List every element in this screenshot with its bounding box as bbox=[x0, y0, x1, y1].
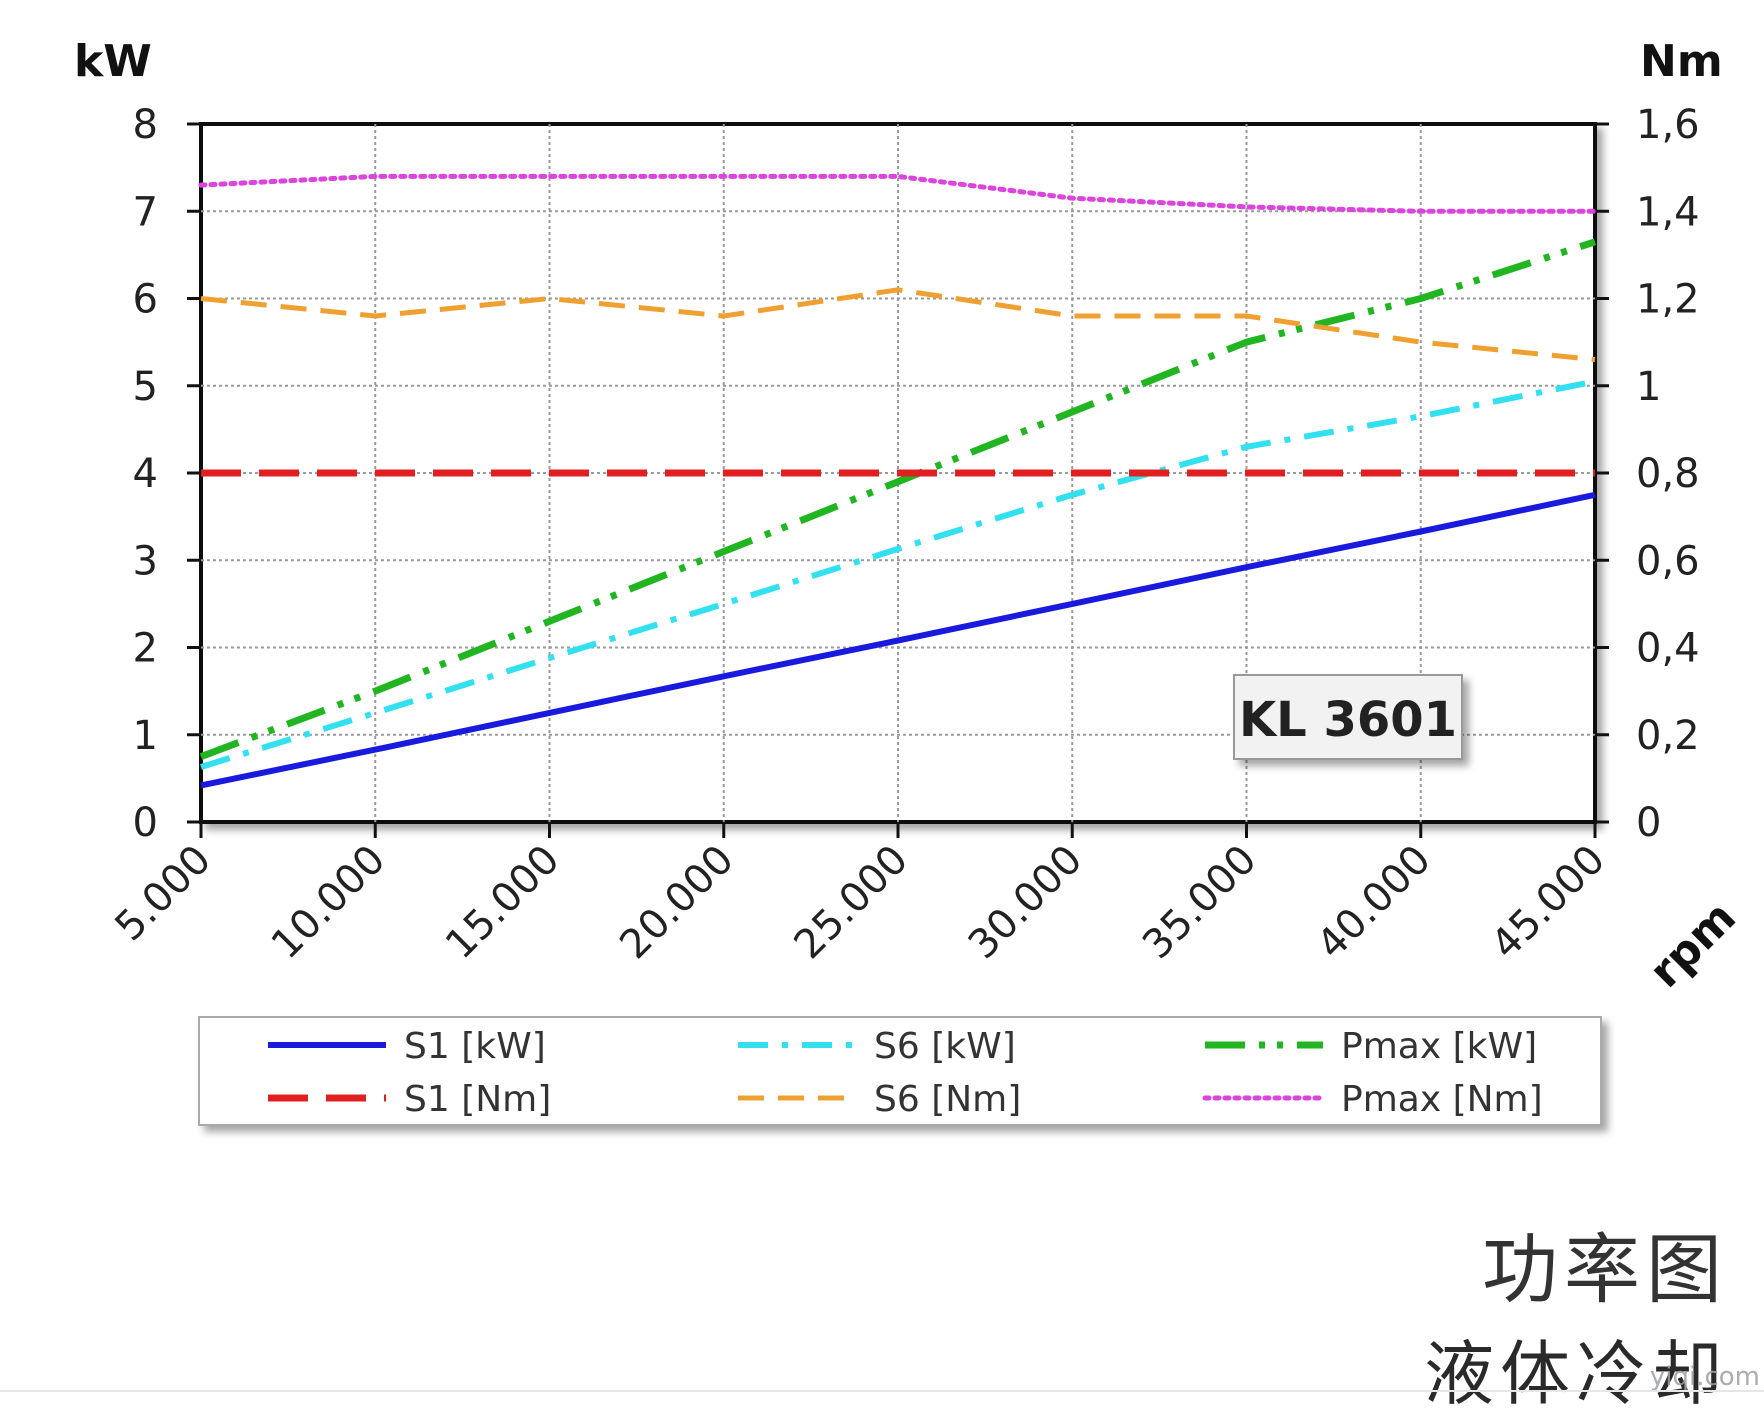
x-tick-label: 45.000 bbox=[1483, 837, 1614, 968]
y-left-tick-label: 4 bbox=[133, 451, 158, 497]
x-tick-label: 10.000 bbox=[263, 837, 394, 968]
y-right-tick-label: 0,6 bbox=[1636, 538, 1700, 584]
x-tick-label: 15.000 bbox=[437, 837, 568, 968]
x-tick-label: 20.000 bbox=[611, 837, 742, 968]
x-tick-label: 30.000 bbox=[960, 837, 1091, 968]
divider bbox=[0, 1390, 1764, 1392]
x-tick-label: 25.000 bbox=[786, 837, 917, 968]
series-line-pmax-nm bbox=[198, 173, 1598, 214]
series-line-s1-kw bbox=[200, 491, 1596, 789]
legend-label: S6 [kW] bbox=[874, 1026, 1016, 1067]
y-left-tick-label: 0 bbox=[133, 800, 158, 846]
tick-marks bbox=[187, 122, 1609, 838]
x-tick-label: 40.000 bbox=[1308, 837, 1439, 968]
y-left-tick-label: 1 bbox=[133, 713, 158, 759]
y-right-tick-label: 1,4 bbox=[1636, 189, 1700, 235]
model-label-box: KL 3601 bbox=[1233, 674, 1463, 760]
left-axis-tick-labels: 0 1 2 3 4 5 6 7 8 bbox=[133, 102, 158, 846]
y-right-tick-label: 0,8 bbox=[1636, 451, 1700, 497]
x-axis-tick-labels: 5.000 10.000 15.000 20.000 25.000 30.000 35.00… bbox=[107, 837, 1615, 968]
legend: S1 [kW] S6 [kW] Pmax [kW] S1 [Nm] S6 [Nm] Pma… bbox=[198, 1016, 1602, 1126]
series-line-s6-kw bbox=[200, 378, 1596, 770]
right-axis-unit: Nm bbox=[1640, 36, 1723, 87]
x-axis-unit: rpm bbox=[1640, 892, 1746, 998]
watermark: yiqi.com bbox=[1649, 1362, 1760, 1392]
y-left-tick-label: 8 bbox=[133, 102, 158, 148]
legend-label: S6 [Nm] bbox=[874, 1079, 1021, 1120]
y-left-tick-label: 7 bbox=[133, 189, 158, 235]
legend-label: Pmax [kW] bbox=[1341, 1026, 1537, 1067]
series-line-pmax-kw bbox=[199, 238, 1597, 760]
y-right-tick-label: 1,6 bbox=[1636, 102, 1700, 148]
y-right-tick-label: 0,4 bbox=[1636, 626, 1700, 672]
series-lines bbox=[198, 173, 1598, 789]
legend-label: S1 [kW] bbox=[404, 1026, 546, 1067]
series-line-s6-nm bbox=[200, 287, 1596, 363]
y-left-tick-label: 6 bbox=[133, 277, 158, 323]
legend-label: Pmax [Nm] bbox=[1341, 1079, 1543, 1120]
x-tick-label: 5.000 bbox=[107, 837, 221, 951]
y-right-tick-label: 1 bbox=[1636, 364, 1661, 410]
y-left-tick-label: 3 bbox=[133, 538, 158, 584]
y-right-tick-label: 0 bbox=[1636, 800, 1661, 846]
y-left-tick-label: 5 bbox=[133, 364, 158, 410]
y-right-tick-label: 0,2 bbox=[1636, 713, 1700, 759]
y-left-tick-label: 2 bbox=[133, 626, 158, 672]
model-label: KL 3601 bbox=[1239, 692, 1457, 748]
right-axis-tick-labels: 0 0,2 0,4 0,6 0,8 1 1,2 1,4 1,6 bbox=[1636, 102, 1700, 846]
left-axis-unit: kW bbox=[74, 36, 152, 87]
x-tick-label: 35.000 bbox=[1134, 837, 1265, 968]
legend-label: S1 [Nm] bbox=[404, 1079, 551, 1120]
caption-title: 功率图 bbox=[1482, 1225, 1728, 1314]
y-right-tick-label: 1,2 bbox=[1636, 277, 1700, 323]
